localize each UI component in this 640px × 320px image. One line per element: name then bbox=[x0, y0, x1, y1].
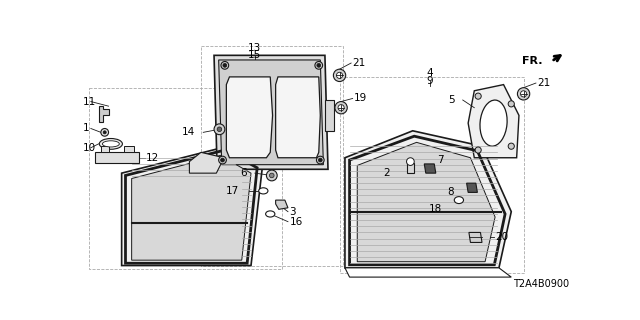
Polygon shape bbox=[345, 131, 511, 268]
Polygon shape bbox=[124, 146, 134, 152]
Text: 20: 20 bbox=[495, 232, 508, 242]
Polygon shape bbox=[214, 55, 328, 169]
Text: 9: 9 bbox=[426, 76, 433, 86]
Polygon shape bbox=[189, 152, 224, 173]
Ellipse shape bbox=[259, 188, 268, 194]
Text: 3: 3 bbox=[289, 207, 296, 217]
Circle shape bbox=[266, 170, 277, 181]
Polygon shape bbox=[406, 163, 414, 173]
Polygon shape bbox=[132, 156, 251, 260]
Circle shape bbox=[217, 127, 221, 132]
Polygon shape bbox=[467, 183, 477, 192]
Polygon shape bbox=[122, 146, 262, 266]
Circle shape bbox=[219, 156, 227, 164]
Polygon shape bbox=[276, 77, 320, 158]
Circle shape bbox=[333, 69, 346, 82]
Circle shape bbox=[318, 158, 322, 162]
Text: 14: 14 bbox=[182, 127, 196, 137]
Text: 12: 12 bbox=[145, 153, 159, 163]
Polygon shape bbox=[227, 77, 273, 158]
Text: 4: 4 bbox=[426, 68, 433, 78]
Ellipse shape bbox=[266, 211, 275, 217]
Circle shape bbox=[221, 61, 228, 69]
Ellipse shape bbox=[102, 141, 119, 147]
Polygon shape bbox=[345, 268, 511, 277]
Circle shape bbox=[223, 63, 227, 67]
Text: 5: 5 bbox=[449, 95, 455, 105]
Circle shape bbox=[520, 91, 527, 97]
Circle shape bbox=[338, 105, 344, 111]
Circle shape bbox=[517, 88, 530, 100]
Circle shape bbox=[221, 158, 225, 162]
Polygon shape bbox=[276, 200, 288, 209]
Circle shape bbox=[317, 63, 321, 67]
Text: 13: 13 bbox=[248, 43, 262, 52]
Circle shape bbox=[269, 173, 274, 178]
Circle shape bbox=[316, 156, 324, 164]
Text: 19: 19 bbox=[354, 93, 367, 103]
Polygon shape bbox=[357, 142, 495, 262]
Polygon shape bbox=[424, 164, 436, 173]
Circle shape bbox=[337, 72, 342, 78]
Text: 21: 21 bbox=[353, 58, 366, 68]
Text: 21: 21 bbox=[538, 78, 550, 88]
Text: 16: 16 bbox=[289, 217, 303, 227]
Circle shape bbox=[508, 101, 515, 107]
Text: T2A4B0900: T2A4B0900 bbox=[513, 279, 569, 289]
Ellipse shape bbox=[480, 100, 507, 146]
Text: 11: 11 bbox=[83, 97, 97, 107]
Text: 8: 8 bbox=[447, 188, 454, 197]
Polygon shape bbox=[325, 100, 334, 131]
Ellipse shape bbox=[454, 196, 463, 204]
Text: 18: 18 bbox=[429, 204, 442, 214]
Polygon shape bbox=[468, 84, 519, 158]
Ellipse shape bbox=[99, 139, 122, 149]
Text: FR.: FR. bbox=[522, 57, 542, 67]
Circle shape bbox=[103, 131, 106, 134]
Polygon shape bbox=[99, 106, 109, 122]
Text: 17: 17 bbox=[225, 186, 239, 196]
Text: 1: 1 bbox=[83, 124, 90, 133]
Polygon shape bbox=[469, 232, 482, 243]
Text: 6: 6 bbox=[241, 168, 247, 178]
Text: 7: 7 bbox=[437, 155, 444, 165]
Text: 15: 15 bbox=[248, 50, 262, 60]
Text: 10: 10 bbox=[83, 143, 96, 153]
Circle shape bbox=[101, 129, 109, 136]
Circle shape bbox=[508, 143, 515, 149]
Circle shape bbox=[315, 61, 323, 69]
Circle shape bbox=[475, 147, 481, 153]
Polygon shape bbox=[95, 152, 140, 163]
Circle shape bbox=[214, 124, 225, 135]
Polygon shape bbox=[219, 60, 323, 165]
Circle shape bbox=[335, 101, 348, 114]
Text: 2: 2 bbox=[383, 168, 390, 178]
Circle shape bbox=[475, 93, 481, 99]
Polygon shape bbox=[101, 146, 109, 152]
Circle shape bbox=[406, 158, 414, 165]
